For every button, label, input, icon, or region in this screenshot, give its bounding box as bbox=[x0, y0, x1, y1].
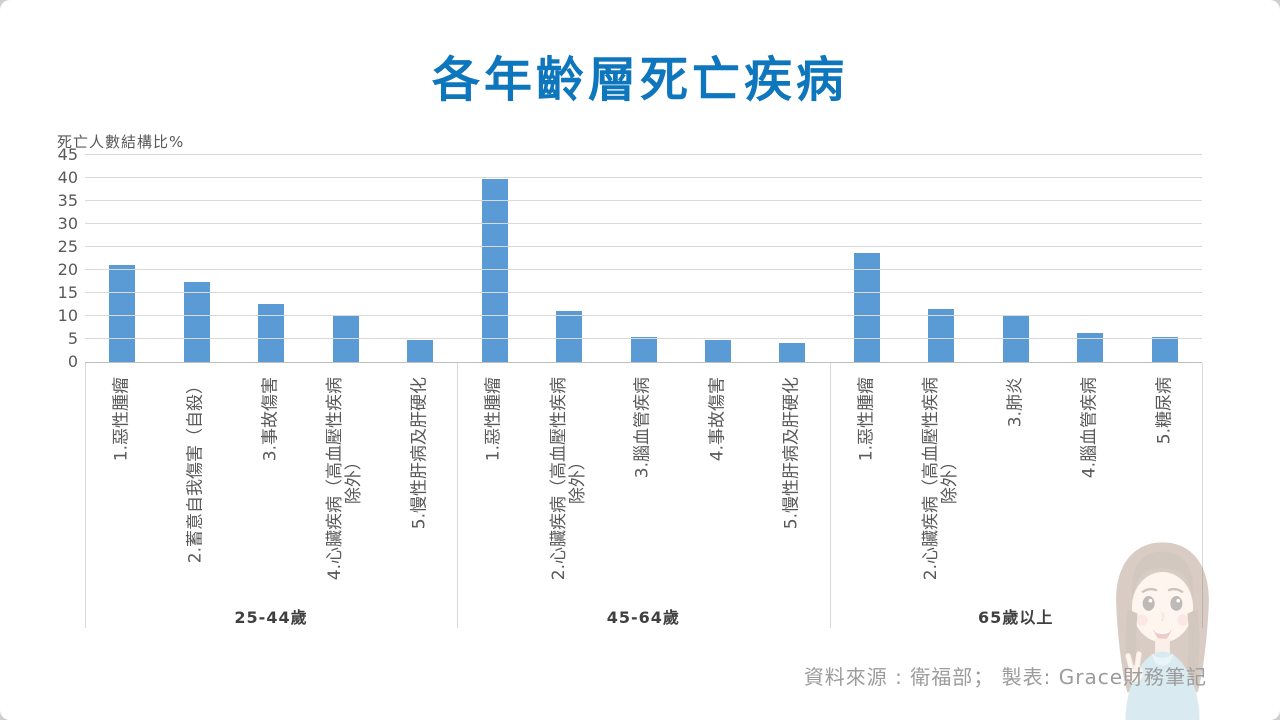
y-tick-label: 10 bbox=[57, 306, 78, 325]
category-cell: 5.慢性肝病及肝硬化 bbox=[383, 371, 457, 628]
y-tick-label: 40 bbox=[57, 168, 78, 187]
gridline bbox=[85, 177, 1202, 178]
bar-25-44歲-2 bbox=[183, 281, 210, 362]
category-axis-labels: 1.惡性腫瘤 2.蓄意自我傷害（自殺） 3.事故傷害 4.心臟疾病（高血壓性疾病 除外）… bbox=[85, 371, 1202, 628]
bar-slot bbox=[85, 155, 159, 362]
bar-25-44歲-1 bbox=[109, 264, 136, 362]
bar-25-44歲-5 bbox=[407, 339, 434, 362]
group-divider bbox=[1202, 363, 1203, 628]
group-label-45-64歲: 45-64歲 bbox=[606, 608, 680, 627]
category-cell: 4.事故傷害 bbox=[681, 371, 755, 628]
bar-slot bbox=[1128, 155, 1202, 362]
category-label: 4.事故傷害 bbox=[707, 377, 728, 462]
bar-slot bbox=[1053, 155, 1127, 362]
group-divider bbox=[85, 363, 86, 628]
bar-slot bbox=[606, 155, 680, 362]
bar-slot bbox=[830, 155, 904, 362]
category-label: 5.慢性肝病及肝硬化 bbox=[409, 377, 430, 530]
bar-slot bbox=[457, 155, 531, 362]
y-tick-label: 15 bbox=[57, 283, 78, 302]
category-label: 1.惡性腫瘤 bbox=[111, 377, 132, 462]
bar-slot bbox=[979, 155, 1053, 362]
category-cell: 3.事故傷害 bbox=[234, 371, 308, 628]
bar-45-64歲-1 bbox=[481, 178, 508, 362]
group-label-65歲以上: 65歲以上 bbox=[978, 608, 1054, 627]
category-label: 3.腦血管疾病 bbox=[633, 377, 654, 479]
category-label: 3.肺炎 bbox=[1005, 377, 1026, 428]
y-tick-label: 25 bbox=[57, 237, 78, 256]
gridline bbox=[85, 315, 1202, 316]
bar-65歲以上-1 bbox=[853, 253, 880, 362]
chart-title: 各年齡層死亡疾病 bbox=[431, 52, 848, 108]
y-tick-label: 5 bbox=[67, 329, 78, 348]
bar-slot bbox=[234, 155, 308, 362]
category-cell: 4.腦血管疾病 bbox=[1053, 371, 1127, 628]
group-label-25-44歲: 25-44歲 bbox=[234, 608, 308, 627]
bar-65歲以上-4 bbox=[1077, 333, 1104, 362]
category-label: 4.腦血管疾病 bbox=[1079, 377, 1100, 479]
group-divider bbox=[457, 363, 459, 628]
y-tick-label: 30 bbox=[57, 214, 78, 233]
gridline bbox=[85, 292, 1202, 293]
y-tick-label: 0 bbox=[67, 352, 78, 371]
bar-45-64歲-5 bbox=[779, 343, 806, 362]
category-label: 5.慢性肝病及肝硬化 bbox=[781, 377, 802, 530]
plot-area bbox=[85, 154, 1202, 363]
category-label: 2.心臟疾病（高血壓性疾病 除外） bbox=[549, 377, 589, 581]
category-cell: 3.腦血管疾病 bbox=[606, 371, 680, 628]
category-cell: 4.心臟疾病（高血壓性疾病 除外） bbox=[308, 371, 382, 628]
gridline bbox=[85, 246, 1202, 247]
category-cell: 2.心臟疾病（高血壓性疾病 除外） bbox=[532, 371, 606, 628]
category-label: 1.惡性腫瘤 bbox=[484, 377, 505, 462]
bar-65歲以上-2 bbox=[928, 309, 955, 362]
gridline bbox=[85, 154, 1202, 155]
bar-slot bbox=[904, 155, 978, 362]
source-note: 資料來源 : 衛福部； 製表: Grace財務筆記 bbox=[803, 665, 1207, 689]
y-axis-title: 死亡人數結構比% bbox=[57, 133, 185, 151]
bar-65歲以上-5 bbox=[1151, 336, 1178, 362]
category-label: 3.事故傷害 bbox=[260, 377, 281, 462]
bar-45-64歲-3 bbox=[630, 337, 657, 362]
gridline bbox=[85, 223, 1202, 224]
category-cell: 5.慢性肝病及肝硬化 bbox=[755, 371, 829, 628]
bar-slot bbox=[308, 155, 382, 362]
bar-slot bbox=[681, 155, 755, 362]
bar-slot bbox=[383, 155, 457, 362]
bar-25-44歲-3 bbox=[258, 304, 285, 362]
category-cell: 1.惡性腫瘤 bbox=[85, 371, 159, 628]
category-cell: 1.惡性腫瘤 bbox=[830, 371, 904, 628]
bar-slot bbox=[159, 155, 233, 362]
gridline bbox=[85, 269, 1202, 270]
category-cell: 3.肺炎 bbox=[979, 371, 1053, 628]
category-cell: 5.糖尿病 bbox=[1128, 371, 1202, 628]
category-cell: 2.蓄意自我傷害（自殺） bbox=[159, 371, 233, 628]
bar-45-64歲-2 bbox=[556, 310, 583, 362]
bar-slot bbox=[532, 155, 606, 362]
category-cell: 1.惡性腫瘤 bbox=[457, 371, 531, 628]
category-label: 2.心臟疾病（高血壓性疾病 除外） bbox=[921, 377, 961, 581]
category-label: 2.蓄意自我傷害（自殺） bbox=[186, 377, 207, 564]
category-cell: 2.心臟疾病（高血壓性疾病 除外） bbox=[904, 371, 978, 628]
bar-slot bbox=[755, 155, 829, 362]
y-tick-label: 20 bbox=[57, 260, 78, 279]
gridline bbox=[85, 338, 1202, 339]
category-label: 4.心臟疾病（高血壓性疾病 除外） bbox=[325, 377, 365, 581]
category-label: 1.惡性腫瘤 bbox=[856, 377, 877, 462]
y-tick-label: 35 bbox=[57, 191, 78, 210]
bar-45-64歲-4 bbox=[704, 340, 731, 362]
category-label: 5.糖尿病 bbox=[1154, 377, 1175, 445]
bars-container bbox=[85, 155, 1202, 362]
group-divider bbox=[829, 363, 831, 628]
y-tick-label: 45 bbox=[57, 145, 78, 164]
gridline bbox=[85, 200, 1202, 201]
